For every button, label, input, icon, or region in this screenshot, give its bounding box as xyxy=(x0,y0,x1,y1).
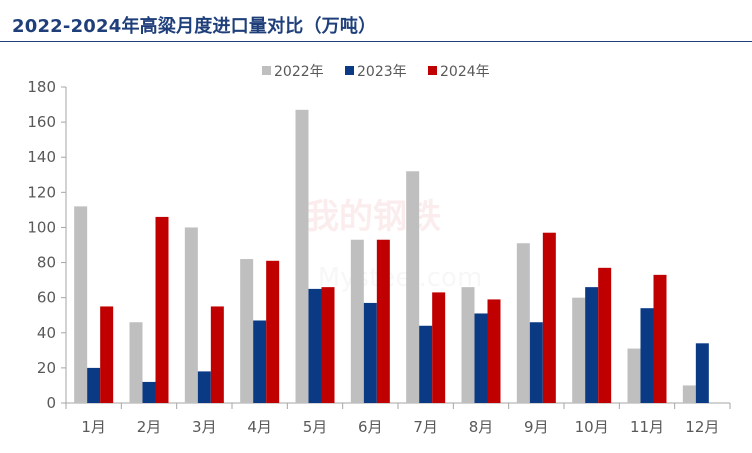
bar-2023年-2月 xyxy=(142,381,156,403)
bar-2024年-11月 xyxy=(653,274,667,403)
legend: 2022年 2023年 2024年 xyxy=(262,64,490,80)
x-tick-label: 10月 xyxy=(575,418,609,436)
bar-2022年-8月 xyxy=(461,287,475,403)
bar-2024年-2月 xyxy=(155,216,169,403)
bar-2022年-2月 xyxy=(129,322,143,403)
bar-2023年-5月 xyxy=(308,288,322,403)
bar-2024年-7月 xyxy=(432,292,446,403)
bar-2024年-6月 xyxy=(376,239,390,403)
bar-2023年-7月 xyxy=(419,325,433,403)
y-tick-label: 120 xyxy=(27,183,56,201)
x-tick-label: 3月 xyxy=(192,418,217,436)
legend-swatch xyxy=(262,66,271,75)
watermark-cn: 我的钢铁 xyxy=(305,197,441,237)
x-tick-label: 5月 xyxy=(303,418,328,436)
x-tick-label: 9月 xyxy=(524,418,549,436)
bar-2022年-9月 xyxy=(516,243,530,403)
x-tick-label: 1月 xyxy=(81,418,106,436)
x-tick-label: 8月 xyxy=(469,418,494,436)
bar-2023年-1月 xyxy=(87,367,101,403)
bar-2022年-4月 xyxy=(240,259,254,403)
bar-2023年-11月 xyxy=(640,308,654,403)
y-tick-label: 100 xyxy=(27,218,56,236)
bar-2024年-8月 xyxy=(487,299,501,403)
x-tick-label: 12月 xyxy=(685,418,719,436)
x-tick-label: 2月 xyxy=(137,418,162,436)
legend-label: 2024年 xyxy=(440,64,490,80)
bar-2024年-5月 xyxy=(321,287,335,403)
bar-2024年-10月 xyxy=(598,267,612,403)
bar-2022年-11月 xyxy=(627,348,641,403)
bar-2022年-6月 xyxy=(350,239,364,403)
x-tick-label: 7月 xyxy=(413,418,438,436)
bars-group xyxy=(74,109,709,404)
legend-label: 2022年 xyxy=(274,64,324,80)
y-axis: 0 20 40 60 80 100 120 140 160 180 xyxy=(27,78,67,412)
bar-2024年-4月 xyxy=(266,260,280,403)
title-underline xyxy=(0,41,752,42)
y-tick-label: 180 xyxy=(27,78,56,96)
bar-2024年-1月 xyxy=(100,306,114,403)
y-tick-label: 20 xyxy=(37,359,56,377)
bar-2023年-12月 xyxy=(695,343,709,403)
bar-2022年-3月 xyxy=(184,227,198,403)
bar-2023年-10月 xyxy=(585,287,599,403)
y-tick-label: 60 xyxy=(37,289,56,307)
bar-2023年-9月 xyxy=(529,322,543,403)
y-tick-label: 140 xyxy=(27,148,56,166)
bar-2023年-4月 xyxy=(253,320,267,403)
watermark: 我的钢铁 Mysteel.com xyxy=(305,197,482,293)
x-axis: 1月 2月 3月 4月 5月 6月 7月 8月 9月 10月 11月 12月 xyxy=(65,402,731,436)
legend-swatch xyxy=(345,66,354,75)
bar-2023年-3月 xyxy=(197,371,211,403)
bar-2022年-10月 xyxy=(572,297,586,403)
bar-2022年-12月 xyxy=(682,385,696,403)
x-tick-label: 6月 xyxy=(358,418,383,436)
bar-2022年-5月 xyxy=(295,109,309,404)
bar-2024年-3月 xyxy=(210,306,224,403)
bar-2022年-1月 xyxy=(74,206,88,403)
legend-label: 2023年 xyxy=(357,64,407,80)
y-tick-label: 80 xyxy=(37,254,56,272)
watermark-en: Mysteel.com xyxy=(318,263,483,293)
y-tick-label: 0 xyxy=(46,394,56,412)
bar-2023年-8月 xyxy=(474,313,488,403)
x-tick-label: 4月 xyxy=(247,418,272,436)
chart-title: 2022-2024年高粱月度进口量对比（万吨） xyxy=(12,16,377,37)
y-tick-label: 160 xyxy=(27,113,56,131)
bar-2023年-6月 xyxy=(363,302,377,403)
y-tick-label: 40 xyxy=(37,324,56,342)
bar-2022年-7月 xyxy=(406,171,420,403)
x-tick-label: 11月 xyxy=(630,418,664,436)
bar-2024年-9月 xyxy=(542,232,556,403)
legend-swatch xyxy=(428,66,437,75)
